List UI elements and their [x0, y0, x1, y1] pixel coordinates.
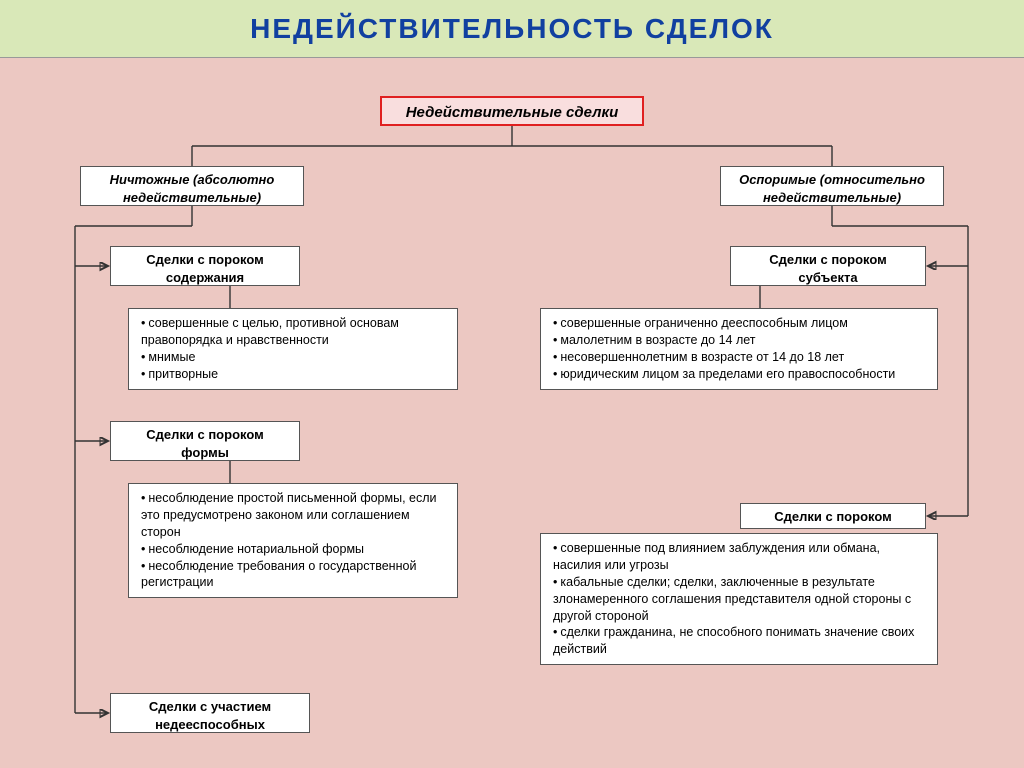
left-list2-items: несоблюдение простой письменной формы, е… — [139, 490, 447, 591]
page-header: НЕДЕЙСТВИТЕЛЬНОСТЬ СДЕЛОК — [0, 0, 1024, 58]
list-item: совершенные ограниченно дееспособным лиц… — [553, 315, 927, 332]
left-list1-items: совершенные с целью, противной основам п… — [139, 315, 447, 383]
list-item: несоблюдение требования о государственно… — [141, 558, 447, 592]
left-type: Ничтожные (абсолютно недействительные) — [80, 166, 304, 206]
list-item: юридическим лицом за пределами его право… — [553, 366, 927, 383]
list-item: притворные — [141, 366, 447, 383]
left-cat1: Сделки с пороком содержания — [110, 246, 300, 286]
left-list2: несоблюдение простой письменной формы, е… — [128, 483, 458, 598]
right-type: Оспоримые (относительно недействительные… — [720, 166, 944, 206]
right-cat1: Сделки с пороком субъекта — [730, 246, 926, 286]
left-cat2: Сделки с пороком формы — [110, 421, 300, 461]
list-item: мнимые — [141, 349, 447, 366]
list-item: малолетним в возрасте до 14 лет — [553, 332, 927, 349]
list-item: совершенные с целью, противной основам п… — [141, 315, 447, 349]
left-list1: совершенные с целью, противной основам п… — [128, 308, 458, 390]
list-item: совершенные под влиянием заблуждения или… — [553, 540, 927, 574]
left-cat3: Сделки с участием недееспособных — [110, 693, 310, 733]
list-item: несовершеннолетним в возрасте от 14 до 1… — [553, 349, 927, 366]
list-item: несоблюдение простой письменной формы, е… — [141, 490, 447, 541]
list-item: сделки гражданина, не способного понимат… — [553, 624, 927, 658]
right-list2: совершенные под влиянием заблуждения или… — [540, 533, 938, 665]
root-node: Недействительные сделки — [380, 96, 644, 126]
right-list2-items: совершенные под влиянием заблуждения или… — [551, 540, 927, 658]
page-title: НЕДЕЙСТВИТЕЛЬНОСТЬ СДЕЛОК — [250, 13, 774, 45]
right-list1-items: совершенные ограниченно дееспособным лиц… — [551, 315, 927, 383]
right-list1: совершенные ограниченно дееспособным лиц… — [540, 308, 938, 390]
diagram-area: Недействительные сделки Ничтожные (абсол… — [0, 58, 1024, 768]
list-item: кабальные сделки; сделки, заключенные в … — [553, 574, 927, 625]
list-item: несоблюдение нотариальной формы — [141, 541, 447, 558]
right-cat2: Сделки с пороком — [740, 503, 926, 529]
